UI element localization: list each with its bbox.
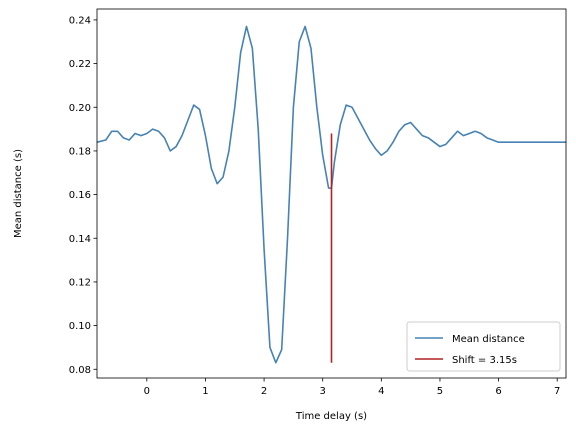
y-axis-label: Mean distance (s) [13,149,24,238]
x-axis-ticks: 0 1 2 3 4 5 6 7 [144,378,560,397]
x-tick-label: 6 [495,386,501,397]
x-tick-label: 2 [261,386,267,397]
x-tick-label: 0 [144,386,150,397]
y-tick-label: 0.22 [69,59,91,70]
x-tick-label: 4 [378,386,384,397]
legend-box [406,321,561,372]
x-tick-label: 5 [437,386,443,397]
y-tick-label: 0.16 [69,190,91,201]
y-tick-label: 0.08 [69,365,91,376]
y-tick-label: 0.14 [69,234,91,245]
x-tick-label: 7 [554,386,560,397]
y-tick-label: 0.12 [69,277,91,288]
legend-label-mean-distance: Mean distance [452,334,525,345]
x-tick-label: 3 [320,386,326,397]
legend-label-shift: Shift = 3.15s [452,355,517,366]
x-tick-label: 1 [202,386,208,397]
plot-frame [96,8,567,379]
y-axis-ticks: 0.08 0.10 0.12 0.14 0.16 0.18 0.20 0.22 0.24 [69,15,97,376]
y-tick-label: 0.24 [69,15,91,26]
y-tick-label: 0.18 [69,146,91,157]
legend: Mean distance Shift = 3.15s [406,321,561,372]
x-axis-label: Time delay (s) [295,411,367,422]
y-tick-label: 0.20 [69,103,91,114]
y-tick-label: 0.10 [69,321,91,332]
plot-area [96,8,567,379]
